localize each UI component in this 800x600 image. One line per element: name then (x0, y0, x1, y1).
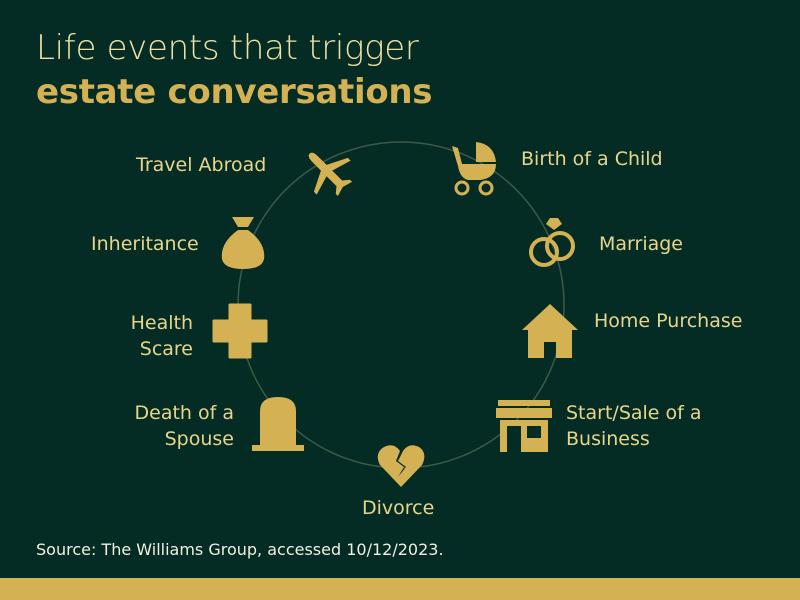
event-label-death: Death of a Spouse (134, 402, 235, 450)
source-note: Source: The Williams Group, accessed 10/… (36, 540, 444, 559)
money-bag-icon (221, 217, 265, 269)
tombstone-icon (252, 397, 304, 451)
event-label-birth: Birth of a Child (521, 148, 663, 170)
title-line-1: Life events that trigger (36, 28, 419, 68)
footer-bar (0, 578, 800, 600)
storefront-icon (496, 400, 552, 452)
rings-icon (529, 218, 575, 267)
medical-cross-icon (212, 303, 268, 359)
house-icon (522, 304, 578, 358)
baby-carriage-icon (452, 142, 496, 196)
event-label-business: Start/Sale of a Business (566, 402, 702, 450)
event-label-travel: Travel Abroad (136, 154, 267, 176)
event-label-inheritance: Inheritance (91, 233, 199, 255)
airplane-icon (308, 152, 353, 197)
event-label-divorce: Divorce (362, 497, 435, 519)
event-label-marriage: Marriage (599, 233, 683, 255)
event-label-home: Home Purchase (594, 310, 743, 332)
title-line-2: estate conversations (36, 72, 433, 112)
event-label-health: Health Scare (130, 312, 193, 360)
broken-heart-icon (377, 445, 425, 487)
